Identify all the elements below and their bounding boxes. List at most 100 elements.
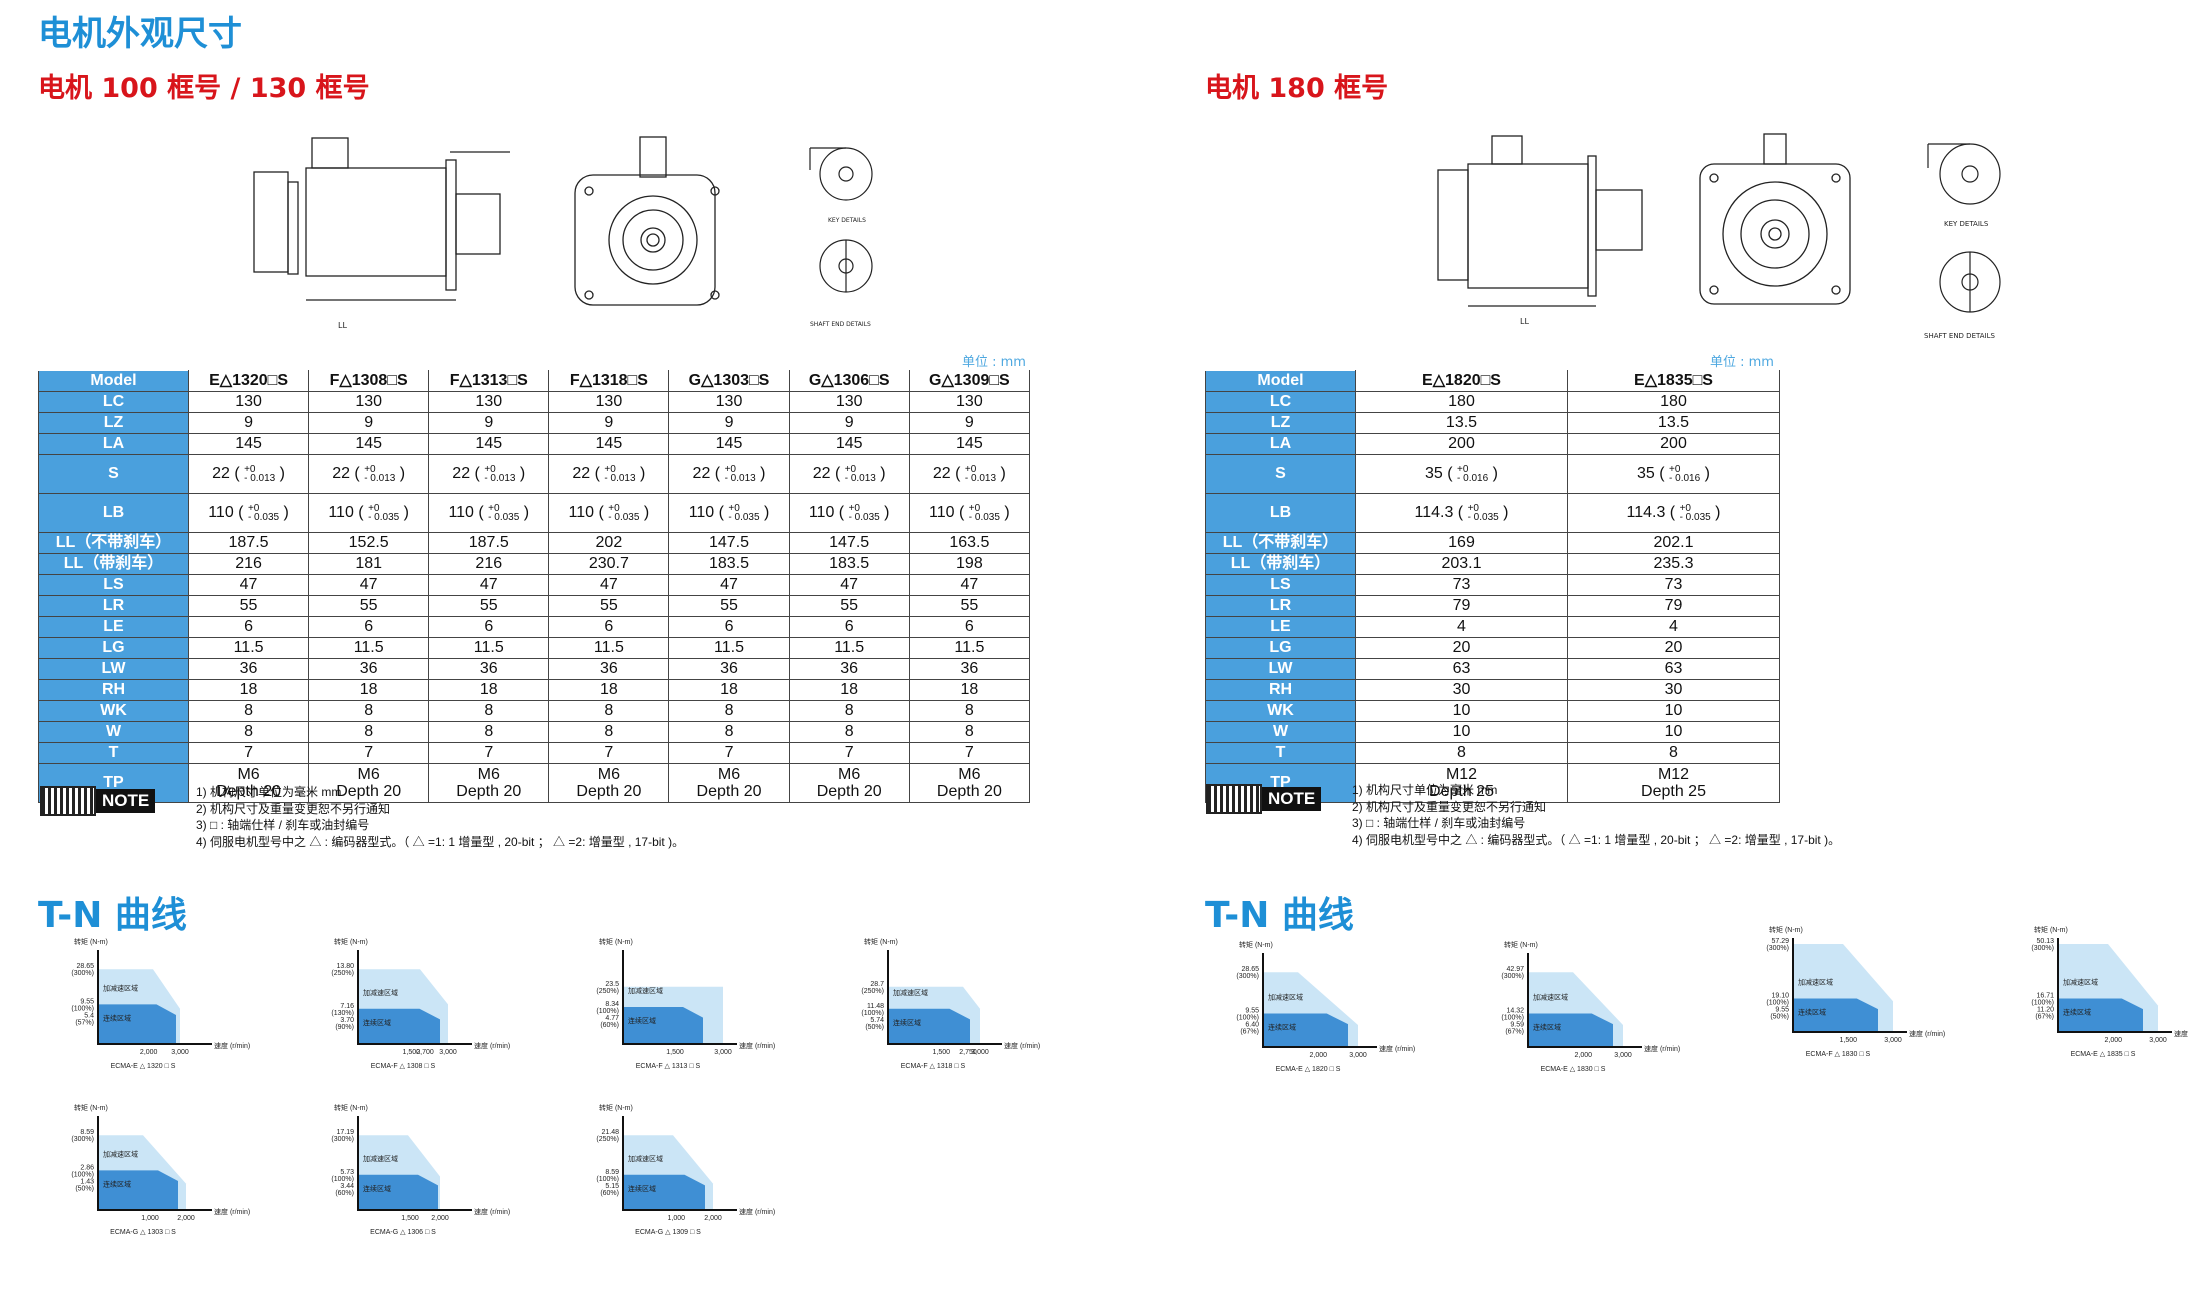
table-cell: M6 Depth 20 xyxy=(308,763,430,803)
curve-caption: ECMA-F △ 1308 □ S xyxy=(371,1063,436,1070)
y-low-value: 11.20 xyxy=(2037,1007,2054,1014)
table-cell: 20 xyxy=(1567,637,1780,659)
speed-axis-label: 速度 (r/min) xyxy=(214,1207,250,1216)
table-cell: 18 xyxy=(548,679,670,701)
speed-axis-label: 速度 (r/min) xyxy=(474,1041,510,1050)
model-column-header: G△1309□S xyxy=(908,370,1031,392)
table-cell: 110 ( +0- 0.035 ) xyxy=(668,493,790,533)
y-low-value: 5.4 xyxy=(84,1012,94,1019)
table-cell: 4 xyxy=(1567,616,1780,638)
right-motor-front-drawing xyxy=(1690,130,1860,320)
x-tick-1: 2,000 xyxy=(2104,1037,2122,1044)
right-notes: 1) 机构尺寸单位为毫米 mm 2) 机构尺寸及重量变更恕不另行通知 3) □ … xyxy=(1352,782,1840,848)
y-rated-value: 11.48 xyxy=(867,1003,884,1010)
table-cell: 110 ( +0- 0.035 ) xyxy=(187,493,310,533)
table-cell: 22 ( +0- 0.013 ) xyxy=(548,454,670,494)
y-peak-percent: (250%) xyxy=(596,1136,619,1143)
row-label: LR xyxy=(1205,595,1356,617)
table-cell: 20 xyxy=(1355,637,1568,659)
table-cell: 216 xyxy=(428,553,550,575)
y-peak-value: 13.80 xyxy=(336,963,354,970)
svg-text:KEY DETAILS: KEY DETAILS xyxy=(1944,220,1989,228)
table-cell: 18 xyxy=(668,679,790,701)
table-cell: 8 xyxy=(548,721,670,743)
note-line: 4) 伺服电机型号中之 △ : 编码器型式。（ △ =1: 1 增量型 , 20… xyxy=(1352,832,1841,847)
tn-curve-chart: 转矩 (N-m) 速度 (r/min) 加减速区域 连续区域 17.19 (300%) 5.… xyxy=(300,1103,510,1238)
row-label: LA xyxy=(1205,433,1356,455)
table-cell: 47 xyxy=(428,574,550,596)
tn-curve-chart: 转矩 (N-m) 速度 (r/min) 加减速区域 连续区域 28.7 (250%) 11.… xyxy=(830,937,1040,1072)
table-cell: 11.5 xyxy=(187,637,310,659)
model-column-header: E△1835□S xyxy=(1567,370,1780,392)
row-label: LE xyxy=(38,616,189,638)
table-row: LB 114.3 ( +0- 0.035 ) 114.3 ( +0- 0.035 ) xyxy=(1205,493,1780,533)
continuous-region-label: 连续区域 xyxy=(1533,1023,1561,1032)
y-rated-value: 14.32 xyxy=(1506,1008,1524,1015)
tn-curve-chart: 转矩 (N-m) 速度 (r/min) 加减速区域 连续区域 23.5 (250%) 8.3… xyxy=(565,937,775,1072)
row-label: LG xyxy=(1205,637,1356,659)
table-cell: 130 xyxy=(187,391,310,413)
table-cell: 11.5 xyxy=(308,637,430,659)
table-cell: 11.5 xyxy=(428,637,550,659)
x-tick-2: 2,000 xyxy=(704,1215,722,1222)
table-cell: 8 xyxy=(1355,742,1568,764)
note-line: 2) 机构尺寸及重量变更恕不另行通知 xyxy=(196,801,391,816)
continuous-region xyxy=(98,1170,178,1210)
table-cell: 203.1 xyxy=(1355,553,1568,575)
table-cell: 183.5 xyxy=(788,553,910,575)
speed-axis-label: 速度 (r/min) xyxy=(1004,1041,1040,1050)
y-peak-value: 17.19 xyxy=(336,1129,354,1136)
y-rated-percent: (100%) xyxy=(2031,1000,2054,1007)
torque-axis-label: 转矩 (N-m) xyxy=(864,937,898,946)
model-column-header: E△1320□S xyxy=(187,370,310,392)
table-cell: 47 xyxy=(788,574,910,596)
table-cell: 8 xyxy=(908,721,1031,743)
axes xyxy=(357,950,472,1045)
x-tick-3: 3,000 xyxy=(439,1049,457,1056)
table-cell: 216 xyxy=(187,553,310,575)
table-row: WK 10 10 xyxy=(1205,700,1780,722)
note-icon xyxy=(1206,784,1262,814)
x-tick-1: 1,500 xyxy=(933,1049,951,1056)
table-cell: 13.5 xyxy=(1355,412,1568,434)
table-cell: M6 Depth 20 xyxy=(908,763,1031,803)
note-icon xyxy=(40,786,96,816)
axes xyxy=(1792,938,1907,1033)
left-key-details: KEY DETAILS SHAFT END DETAILS xyxy=(790,140,890,335)
table-cell: 55 xyxy=(788,595,910,617)
table-cell: 8 xyxy=(788,700,910,722)
table-cell: 187.5 xyxy=(428,532,550,554)
right-unit-label: 单位 : mm xyxy=(1710,355,1774,370)
y-peak-percent: (300%) xyxy=(2031,945,2054,952)
continuous-region xyxy=(358,1008,440,1044)
continuous-region xyxy=(1793,998,1878,1032)
axes xyxy=(357,1116,472,1211)
table-cell: 145 xyxy=(788,433,910,455)
speed-axis-label: 速度 (r/min) xyxy=(739,1207,775,1216)
table-row: S 22 ( +0- 0.013 ) 22 ( +0- 0.013 ) 22 ( +0… xyxy=(38,454,1031,494)
table-cell: M12 Depth 25 xyxy=(1355,763,1568,803)
continuous-region xyxy=(1528,1013,1613,1047)
speed-axis-label: 速度 (r/min) xyxy=(739,1041,775,1050)
table-row: LG 11.5 11.5 11.5 11.5 11.5 11.5 11.5 xyxy=(38,637,1031,659)
continuous-region-label: 连续区域 xyxy=(1268,1023,1296,1032)
model-header: Model xyxy=(1205,370,1356,392)
continuous-region-label: 连续区域 xyxy=(628,1016,656,1025)
table-cell: 8 xyxy=(1567,742,1780,764)
svg-text:SHAFT END DETAILS: SHAFT END DETAILS xyxy=(810,321,871,328)
table-cell: 7 xyxy=(548,742,670,764)
row-label: RH xyxy=(38,679,189,701)
table-cell: 36 xyxy=(668,658,790,680)
left-notes: 1) 机构尺寸单位为毫米 mm 2) 机构尺寸及重量变更恕不另行通知 3) □ … xyxy=(196,784,684,850)
table-row: W 10 10 xyxy=(1205,721,1780,743)
x-tick-1: 1,500 xyxy=(403,1049,421,1056)
note-line: 1) 机构尺寸单位为毫米 mm xyxy=(196,785,342,799)
table-row: WK 8 8 8 8 8 8 8 xyxy=(38,700,1031,722)
speed-axis-label: 速度 (r/min) xyxy=(1644,1044,1680,1053)
accel-region-label: 加减速区域 xyxy=(363,988,398,997)
